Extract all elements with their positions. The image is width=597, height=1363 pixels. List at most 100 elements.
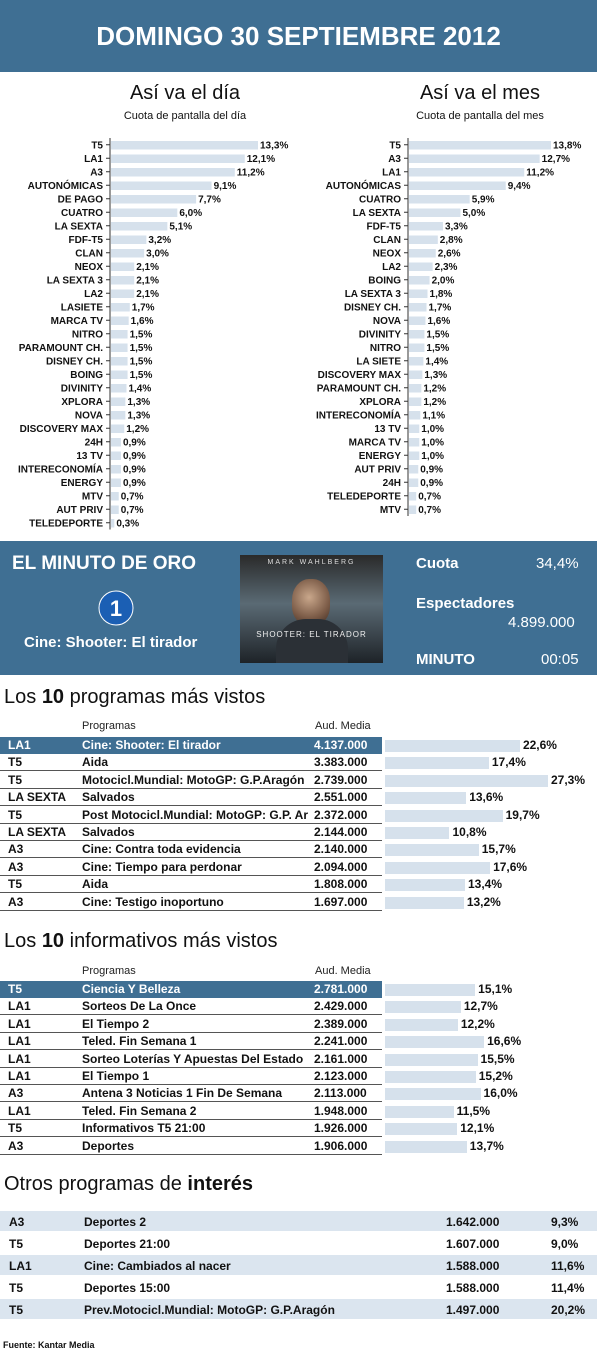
month-category-label: LA SIETE: [356, 357, 401, 368]
day-bar: [111, 154, 245, 163]
month-bar: [409, 141, 551, 150]
month-value-label: 1,6%: [427, 316, 450, 327]
month-bar: [409, 249, 436, 258]
top-program-program: Cine: Tiempo para perdonar: [82, 859, 242, 874]
day-category-label: T5: [91, 141, 103, 152]
top-news-row: A3 Antena 3 Noticias 1 Fin De Semana 2.113…: [0, 1085, 382, 1103]
day-category-label: 13 TV: [76, 451, 103, 462]
day-value-label: 1,3%: [127, 397, 150, 408]
month-category-label: LA SEXTA 3: [345, 289, 402, 300]
day-value-label: 1,5%: [130, 343, 153, 354]
source-note: Fuente: Kantar Media: [3, 1340, 95, 1350]
top-program-row: LA1 Cine: Shooter: El tirador 4.137.000: [0, 737, 382, 754]
top-program-share-bar: [385, 774, 548, 787]
top-program-audience: 1.697.000: [314, 894, 368, 909]
day-bar: [111, 303, 130, 312]
month-share-chart: T5 13,8% A3 12,7% LA1 11,2% AUTONÓMICAS 9,4% CUA…: [316, 138, 581, 516]
other-program-share: 9,0%: [551, 1237, 579, 1251]
top-program-audience: 2.140.000: [314, 842, 368, 857]
day-value-label: 1,4%: [128, 384, 151, 395]
month-value-label: 2,3%: [435, 262, 458, 273]
top-program-row: LA SEXTA Salvados 2.144.000: [0, 824, 382, 841]
month-bar: [409, 451, 420, 460]
day-bar: [111, 384, 127, 393]
top-news-share-label: 15,2%: [478, 1069, 513, 1083]
day-bar: [111, 235, 147, 244]
top-program-program: Cine: Shooter: El tirador: [82, 738, 221, 752]
top-program-share-label: 17,4%: [491, 755, 526, 770]
day-category-label: LA SEXTA 3: [47, 276, 104, 287]
top-news-channel: A3: [8, 1086, 24, 1101]
month-value-label: 1,4%: [425, 357, 448, 368]
top-program-channel: T5: [8, 807, 23, 822]
month-category-label: AUTONÓMICAS: [326, 179, 402, 192]
top-news-channel: LA1: [8, 1051, 31, 1066]
top-programs-title: Los 10 programas más vistos: [4, 686, 266, 708]
day-category-label: TELEDEPORTE: [29, 519, 103, 530]
month-value-label: 0,7%: [418, 492, 441, 503]
month-bar: [409, 181, 506, 190]
top-news-program: El Tiempo 1: [82, 1069, 150, 1083]
month-value-label: 13,8%: [553, 141, 581, 152]
top-news-channel: T5: [8, 982, 23, 996]
top-news-share-bar: [385, 984, 476, 996]
day-bar: [111, 424, 125, 433]
top-news-audience: 2.389.000: [314, 1016, 368, 1031]
month-bar: [409, 478, 419, 487]
month-value-label: 0,9%: [420, 465, 443, 476]
day-chart-title: Así va el día: [129, 82, 241, 104]
top-program-audience: 3.383.000: [314, 755, 368, 770]
top-program-program: Aida: [82, 755, 109, 770]
poster-title: SHOOTER: EL TIRADOR: [256, 630, 367, 639]
day-bar: [111, 168, 235, 177]
day-value-label: 1,6%: [131, 316, 154, 327]
month-category-label: ENERGY: [359, 451, 402, 462]
month-bar: [409, 411, 421, 420]
top-news-audience: 2.113.000: [314, 1086, 367, 1101]
day-bar: [111, 397, 126, 406]
month-bar: [409, 370, 423, 379]
top-program-share-label: 10,8%: [452, 825, 487, 839]
day-value-label: 0,9%: [123, 451, 146, 462]
top-program-row: A3 Cine: Testigo inoportuno 1.697.000: [0, 894, 382, 911]
month-category-label: DISNEY CH.: [344, 303, 401, 314]
day-category-label: NOVA: [75, 411, 103, 422]
day-category-label: FDF-T5: [69, 235, 104, 246]
other-program-program: Cine: Cambiados al nacer: [84, 1259, 231, 1273]
top-news-program: Teled. Fin Semana 2: [82, 1103, 197, 1118]
minuto-label: MINUTO: [416, 651, 475, 668]
month-category-label: NOVA: [373, 316, 401, 327]
day-category-label: DIVINITY: [61, 384, 104, 395]
other-program-share: 11,6%: [551, 1259, 585, 1273]
top-news-channel: A3: [8, 1138, 24, 1153]
month-value-label: 1,2%: [423, 397, 446, 408]
day-value-label: 1,2%: [126, 424, 149, 435]
day-chart-subtitle: Cuota de pantalla del día: [123, 110, 247, 122]
other-program-share: 11,4%: [551, 1281, 585, 1295]
month-bar: [409, 343, 425, 352]
month-category-label: TELEDEPORTE: [327, 492, 401, 503]
top-program-channel: LA1: [8, 738, 31, 752]
month-bar: [409, 492, 417, 501]
top-program-share-label: 13,2%: [466, 894, 501, 909]
top-program-row: A3 Cine: Contra toda evidencia 2.140.000: [0, 841, 382, 859]
top-news-share-label: 13,7%: [469, 1138, 504, 1153]
month-bar: [409, 168, 525, 177]
top-program-row: T5 Aida 3.383.000: [0, 754, 382, 772]
top-news-channel: LA1: [8, 1103, 31, 1118]
day-bar: [111, 141, 258, 150]
day-value-label: 2,1%: [136, 289, 159, 300]
month-value-label: 1,5%: [426, 330, 449, 341]
top-news-row: LA1 Teled. Fin Semana 2 1.948.000: [0, 1103, 382, 1120]
month-category-label: INTERECONOMÍA: [316, 409, 401, 422]
month-chart-subtitle: Cuota de pantalla del mes: [416, 110, 544, 122]
month-value-label: 1,2%: [423, 384, 446, 395]
day-value-label: 3,2%: [148, 235, 171, 246]
day-category-label: XPLORA: [61, 397, 103, 408]
top-news-audience: 2.781.000: [314, 982, 368, 996]
day-value-label: 0,3%: [116, 519, 139, 530]
top-news-row: LA1 Sorteos De La Once 2.429.000: [0, 998, 382, 1016]
minuto-de-oro-program: Cine: Shooter: El tirador: [24, 634, 198, 651]
day-category-label: PARAMOUNT CH.: [19, 343, 103, 354]
month-category-label: AUT PRIV: [354, 465, 401, 476]
